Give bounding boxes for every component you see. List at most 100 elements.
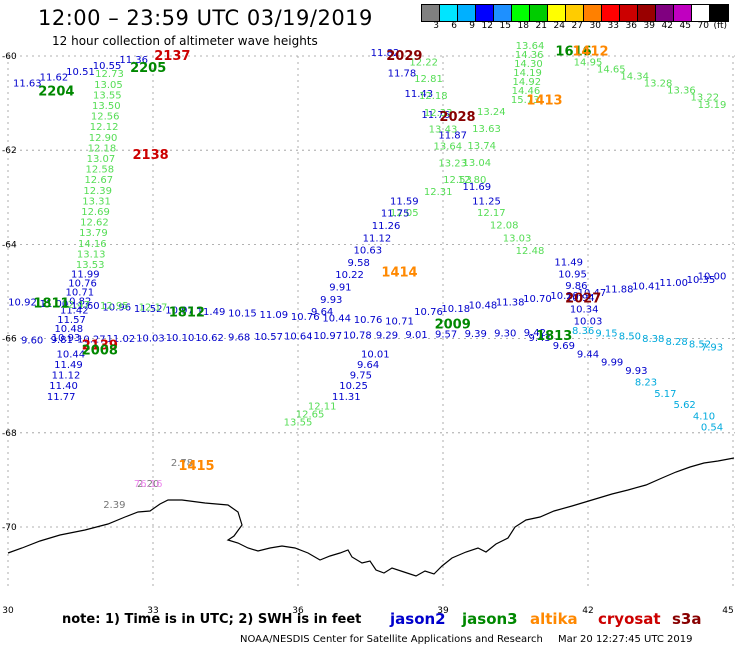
color-swatch: [422, 5, 440, 21]
wave-height-value: 12.18: [88, 143, 117, 154]
color-scale-label: (ft): [713, 21, 727, 31]
wave-height-value: 8.38: [642, 334, 664, 345]
wave-height-value: 9.15: [595, 329, 617, 340]
wave-height-value: 10.22: [335, 270, 364, 281]
color-scale-label: 30: [589, 21, 601, 31]
color-scale-label: 3: [433, 21, 439, 31]
wave-height-value: 9.30: [494, 329, 516, 340]
color-scale-label: 70: [697, 21, 709, 31]
wave-height-value: 9.58: [348, 258, 370, 269]
wave-height-value: 13.04: [463, 158, 492, 169]
wave-height-value: 10.27: [77, 334, 106, 345]
wave-height-value: 11.75: [381, 209, 410, 220]
wave-height-value: 13.55: [284, 418, 313, 429]
track-time-label: 2204: [38, 84, 74, 99]
wave-height-value: 10.48: [54, 324, 83, 335]
wave-height-value: 11.49: [54, 360, 83, 371]
wave-height-value: 12.17: [477, 208, 506, 219]
wave-height-value: 11.25: [472, 196, 501, 207]
wave-height-value: 14.46: [512, 86, 541, 97]
wave-height-value: 9.64: [311, 307, 333, 318]
color-scale-label: 27: [571, 21, 583, 31]
track-time-label: 1415: [178, 459, 214, 474]
color-scale-label: 21: [535, 21, 547, 31]
track-time-label: 1616: [555, 44, 591, 59]
wave-height-value: 9.69: [553, 341, 575, 352]
wave-height-value: 9.29: [376, 330, 398, 341]
track-time-label: 2029: [386, 49, 422, 64]
wave-height-value: 13.36: [667, 86, 696, 97]
wave-height-value: 5.17: [654, 389, 676, 400]
wave-height-value: 9.75: [350, 371, 372, 382]
color-swatch: [674, 5, 692, 21]
wave-height-value: 10.78: [343, 331, 372, 342]
wave-height-value: 10.47: [578, 288, 607, 299]
wave-height-value: 9.91: [329, 282, 351, 293]
wave-height-value: 13.74: [467, 141, 496, 152]
color-swatch: [476, 5, 494, 21]
wave-height-value: 9.86: [565, 281, 587, 292]
color-swatch: [710, 5, 728, 21]
wave-height-value: 14.34: [620, 72, 649, 83]
wave-height-value: 8.23: [635, 378, 657, 389]
wave-height-value: 11.62: [40, 73, 69, 84]
wave-height-value: 13.24: [477, 107, 506, 118]
wave-height-value: 10.34: [570, 305, 599, 316]
wave-height-value: 12.47: [61, 300, 90, 311]
wave-height-value: 12.95: [100, 301, 129, 312]
wave-height-value: 11.88: [605, 285, 634, 296]
legend-jason2: jason2: [390, 610, 446, 628]
wave-height-value: 8.50: [619, 331, 641, 342]
wave-height-value: 14.30: [514, 59, 543, 70]
wave-height-value: 10.03: [574, 316, 603, 327]
wave-height-value: 10.82: [63, 297, 92, 308]
wave-height-value: 0.54: [701, 422, 723, 433]
wave-height-value: 12.80: [458, 175, 487, 186]
wave-height-value: 13.19: [698, 100, 727, 111]
color-scale-label: 15: [499, 21, 511, 31]
track-time-label: 1811: [33, 296, 69, 311]
wave-height-value: 9.43: [529, 333, 551, 344]
color-scale-label: 9: [469, 21, 475, 31]
wave-height-value: 13.23: [438, 158, 467, 169]
graticule: [7, 55, 735, 590]
wave-height-value: 11.59: [390, 196, 419, 207]
wave-height-value: 13.79: [79, 228, 108, 239]
color-swatch: [584, 5, 602, 21]
wave-height-value: 9.60: [21, 335, 43, 346]
wave-height-value: 10.64: [284, 332, 313, 343]
wave-height-value: 10.71: [65, 288, 94, 299]
wave-height-value: 2.20: [137, 479, 159, 490]
wave-height-value: 11.82: [371, 48, 400, 59]
lon-tick-label: 33: [147, 606, 158, 616]
wave-height-value: 10.48: [469, 301, 498, 312]
wave-height-value: 11.36: [119, 55, 148, 66]
track-time-label: 1413: [526, 94, 562, 109]
wave-height-value: 11.31: [332, 392, 361, 403]
wave-height-value: 11.78: [388, 69, 417, 80]
wave-height-value: 11.12: [52, 371, 81, 382]
wave-height-value: 11.49: [554, 258, 583, 269]
wave-height-value: 10.10: [166, 333, 195, 344]
wave-height-value: 8.52: [689, 340, 711, 351]
wave-height-value: 10.97: [165, 305, 194, 316]
wave-height-value: 10.01: [361, 349, 390, 360]
lat-tick-label: -62: [2, 146, 17, 156]
wave-height-value: 11.99: [71, 269, 100, 280]
color-scale-label: 45: [679, 21, 691, 31]
color-scale-label: 12: [481, 21, 493, 31]
footer-timestamp: Mar 20 12:27:45 UTC 2019: [558, 634, 693, 645]
wave-height-value: 10.25: [339, 381, 368, 392]
wave-height-value: 15.73: [511, 95, 540, 106]
wave-height-value: 10.44: [322, 313, 351, 324]
wave-height-value: 13.03: [503, 233, 532, 244]
wave-height-value: 9.01: [405, 330, 427, 341]
wave-height-value: 10.76: [354, 315, 383, 326]
color-swatch: [512, 5, 530, 21]
wave-height-value: 10.51: [66, 67, 95, 78]
wave-height-value: 9.93: [625, 366, 647, 377]
wave-height-value: 11.57: [57, 315, 86, 326]
wave-height-value: 11.87: [438, 130, 467, 141]
wave-height-value: 12.65: [296, 409, 325, 420]
